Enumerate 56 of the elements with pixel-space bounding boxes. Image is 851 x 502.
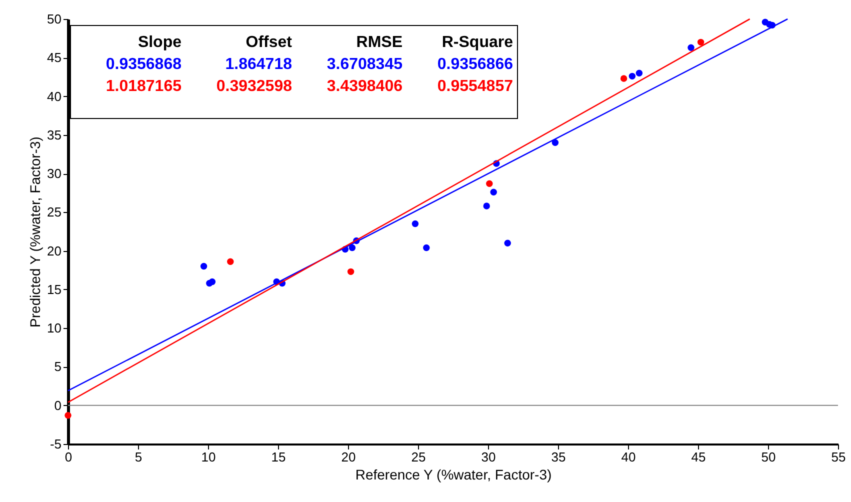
annotation: Slope bbox=[136, 33, 182, 53]
annotation: 1.864718 bbox=[224, 55, 292, 75]
y-tick-label: 40 bbox=[47, 88, 62, 104]
point bbox=[620, 75, 628, 82]
annotation: 3.4398406 bbox=[326, 77, 402, 97]
y-tick-label: 10 bbox=[47, 320, 62, 336]
y-tick-label: 50 bbox=[47, 12, 62, 26]
x-tick-label: 35 bbox=[551, 450, 566, 464]
x-tick-label: 40 bbox=[621, 450, 636, 464]
point bbox=[412, 220, 419, 228]
annotation: 3.6708345 bbox=[326, 55, 402, 75]
y-tick-label: 15 bbox=[47, 282, 62, 297]
x-tick-label: 45 bbox=[691, 450, 706, 464]
annotation: RMSE bbox=[355, 33, 402, 53]
y-tick-label: 0 bbox=[54, 398, 62, 413]
y-tick-label: 5 bbox=[54, 359, 62, 374]
point bbox=[504, 240, 511, 246]
annotation: Offset bbox=[244, 33, 292, 53]
annotation: 0.3932598 bbox=[215, 77, 292, 97]
point bbox=[552, 139, 559, 146]
y-tick-label: -5 bbox=[50, 436, 62, 452]
y-tick-label: 20 bbox=[47, 243, 62, 258]
point bbox=[227, 258, 234, 265]
annotation: 1.0187165 bbox=[104, 77, 182, 97]
x-tick-label: 5 bbox=[134, 450, 142, 464]
point bbox=[483, 202, 490, 210]
point bbox=[348, 244, 356, 252]
point bbox=[490, 188, 497, 196]
x-axis-title: Reference Y (%water, Factor-3) bbox=[355, 466, 552, 482]
annotation: 0.9356866 bbox=[436, 55, 513, 75]
y-axis-title: Predicted Y (%water, Factor-3) bbox=[27, 136, 44, 328]
annotation: 0.9356868 bbox=[104, 55, 182, 75]
x-tick-label: 10 bbox=[201, 450, 216, 464]
x-tick-label: 0 bbox=[64, 450, 72, 464]
x-tick-label: 25 bbox=[411, 450, 426, 464]
point bbox=[636, 70, 643, 76]
annotation: 0.9554857 bbox=[436, 77, 513, 97]
y-tick-label: 45 bbox=[47, 50, 62, 66]
point bbox=[347, 268, 354, 276]
x-tick-label: 20 bbox=[341, 450, 356, 464]
x-tick-label: 30 bbox=[481, 450, 496, 464]
point bbox=[208, 278, 216, 286]
point bbox=[200, 262, 208, 270]
annotation: R-Square bbox=[440, 33, 513, 53]
y-tick-label: 30 bbox=[47, 166, 62, 182]
point bbox=[697, 38, 704, 46]
y-tick-label: 25 bbox=[47, 204, 62, 220]
x-tick-label: 15 bbox=[271, 450, 286, 464]
point bbox=[688, 44, 694, 51]
point bbox=[486, 180, 493, 187]
x-tick-label: 50 bbox=[761, 450, 776, 464]
y-tick-label: 35 bbox=[47, 127, 62, 142]
point bbox=[64, 412, 72, 419]
x-tick-label: 55 bbox=[831, 450, 846, 464]
point bbox=[423, 244, 430, 252]
point bbox=[628, 72, 636, 80]
